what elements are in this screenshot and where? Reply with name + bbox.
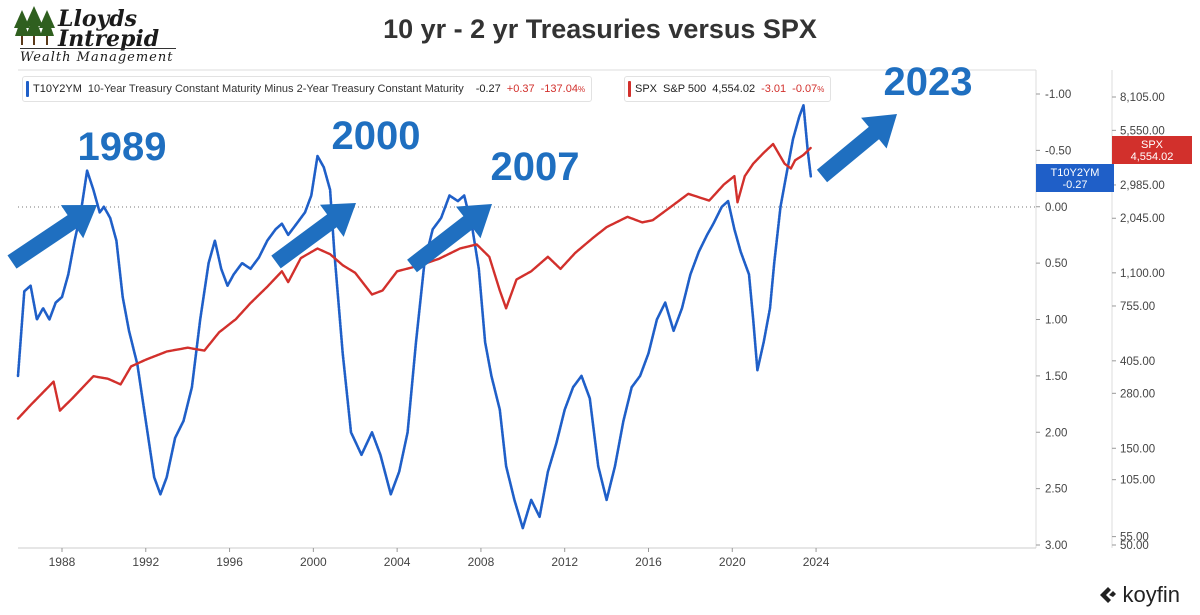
t10-badge-ticker: T10Y2YM (1051, 167, 1100, 179)
spx-badge: SPX 4,554.02 (1112, 136, 1192, 164)
legend-t10-pct-suffix: % (577, 85, 586, 94)
legend-t10-swatch (26, 81, 29, 97)
arrow-1989-icon (7, 205, 97, 269)
legend-t10-last: -0.27 (475, 83, 501, 95)
legend-t10-ticker: T10Y2YM (33, 83, 82, 95)
koyfin-logo-icon (1099, 587, 1116, 603)
chart-title: 10 yr - 2 yr Treasuries versus SPX (383, 14, 817, 44)
spx-badge-value: 4,554.02 (1131, 151, 1174, 163)
legend-spx-ticker: SPX (635, 83, 658, 95)
right-tick-label-9: 105.00 (1120, 475, 1155, 487)
right-tick-label-8: 150.00 (1120, 443, 1155, 455)
legend-spx-pct-suffix: % (817, 85, 825, 94)
annotation-2000: 2000 (332, 114, 421, 158)
left-tick-label-7: 2.50 (1045, 484, 1067, 496)
logo-line-3: Wealth Management (20, 50, 174, 65)
x-tick-label-2008: 2008 (468, 555, 495, 569)
right-tick-label-0: 8,105.00 (1120, 92, 1165, 104)
left-tick-label-3: 0.50 (1045, 258, 1067, 270)
legend-t10-pct-value: -137.04 (540, 83, 578, 95)
koyfin-label: koyfin (1122, 582, 1180, 607)
arrow-2000-icon (271, 203, 356, 269)
spx-badge-ticker: SPX (1141, 139, 1164, 151)
arrow-2023-icon (816, 114, 897, 183)
right-tick-label-3: 2,045.00 (1120, 213, 1165, 225)
legend-spx-change: -3.01 (761, 83, 787, 95)
logo-line-1: Lloyds (58, 6, 138, 32)
legend-t10-pct: -137.04% (541, 83, 585, 95)
legend-t10y2ym[interactable]: T10Y2YM 10-Year Treasury Constant Maturi… (22, 76, 593, 102)
annotation-1989: 1989 (78, 125, 167, 169)
x-tick-label-2020: 2020 (719, 555, 746, 569)
arrow-2007-icon (407, 204, 492, 273)
trees-icon (14, 6, 55, 45)
left-tick-label-5: 1.50 (1045, 371, 1067, 383)
legend-t10-change: +0.37 (506, 83, 535, 95)
left-tick-label-6: 2.00 (1045, 427, 1067, 439)
right-tick-label-10: 55.00 (1120, 532, 1149, 544)
x-tick-label-1996: 1996 (216, 555, 243, 569)
logo-divider (20, 48, 176, 49)
right-tick-label-1: 5,550.00 (1120, 125, 1165, 137)
legend-spx-description: S&P 500 (663, 83, 707, 95)
legend-t10-description: 10-Year Treasury Constant Maturity Minus… (87, 83, 464, 95)
x-tick-label-1988: 1988 (49, 555, 76, 569)
t10-badge: T10Y2YM -0.27 (1036, 164, 1114, 192)
company-logo: Lloyds Intrepid Wealth Management (14, 6, 184, 66)
x-tick-label-2000: 2000 (300, 555, 327, 569)
x-tick-label-2012: 2012 (551, 555, 578, 569)
x-tick-label-2024: 2024 (803, 555, 830, 569)
annotation-2023: 2023 (884, 60, 973, 104)
right-tick-label-11: 50.00 (1120, 540, 1149, 552)
right-tick-label-7: 280.00 (1120, 388, 1155, 400)
legend-spx-swatch (628, 81, 631, 97)
legend-spx[interactable]: SPX S&P 500 4,554.02 -3.01 -0.07% (624, 76, 832, 102)
series-line-spx (16, 142, 812, 420)
right-tick-label-5: 755.00 (1120, 301, 1155, 313)
x-tick-label-1992: 1992 (132, 555, 159, 569)
annotation-2007: 2007 (491, 145, 580, 189)
left-tick-label-0: -1.00 (1045, 89, 1071, 101)
t10-badge-value: -0.27 (1062, 179, 1087, 191)
right-tick-label-4: 1,100.00 (1120, 268, 1165, 280)
right-tick-label-2: 2,985.00 (1120, 180, 1165, 192)
koyfin-brand[interactable]: koyfin (1097, 582, 1180, 608)
left-tick-label-4: 1.00 (1045, 315, 1067, 327)
left-tick-label-2: 0.00 (1045, 202, 1067, 214)
right-tick-label-6: 405.00 (1120, 356, 1155, 368)
left-tick-label-1: -0.50 (1045, 145, 1071, 157)
legend-spx-pct-value: -0.07 (792, 83, 818, 95)
left-tick-label-8: 3.00 (1045, 540, 1067, 552)
x-tick-label-2004: 2004 (384, 555, 411, 569)
x-tick-label-2016: 2016 (635, 555, 662, 569)
series-line-t10y2ym (16, 104, 813, 530)
legend-spx-pct: -0.07% (792, 83, 824, 95)
logo-line-2: Intrepid (58, 26, 160, 52)
legend-spx-last: 4,554.02 (712, 83, 756, 95)
